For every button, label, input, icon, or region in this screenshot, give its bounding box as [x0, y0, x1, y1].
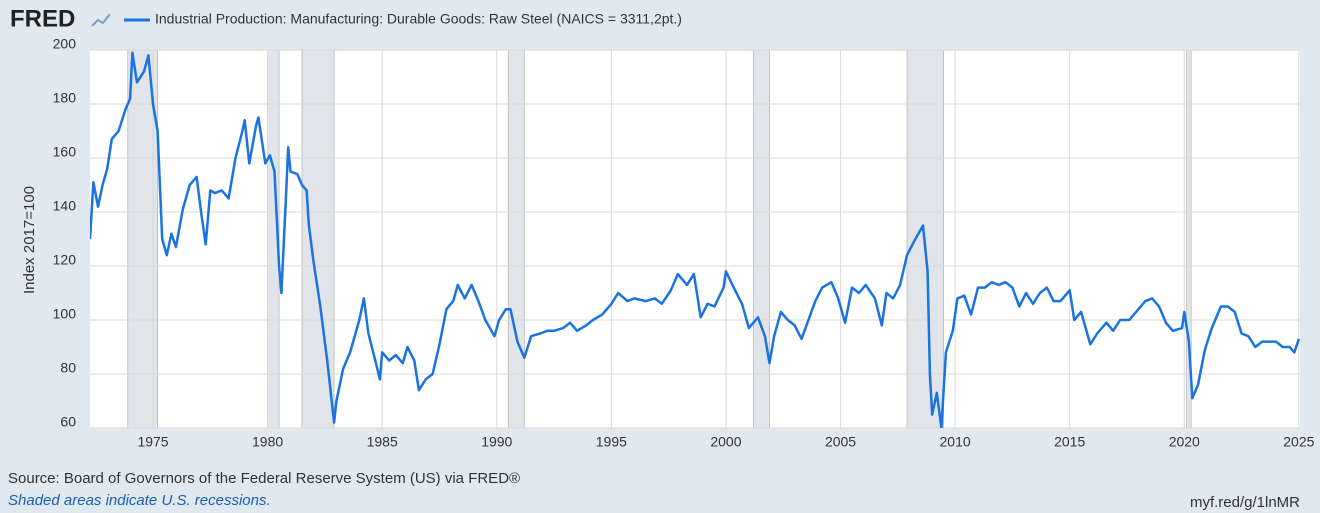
- x-tick-label: 2020: [1169, 434, 1200, 450]
- x-tick-label: 2015: [1054, 434, 1085, 450]
- recession-band: [753, 50, 770, 428]
- legend-label: Industrial Production: Manufacturing: Du…: [155, 11, 682, 27]
- y-axis-label: Index 2017=100: [21, 186, 38, 294]
- y-tick-label: 160: [53, 144, 77, 160]
- x-tick-label: 1975: [137, 434, 168, 450]
- logo: FRED: [10, 5, 75, 32]
- x-tick-label: 2025: [1283, 434, 1314, 450]
- recession-band: [1186, 50, 1192, 428]
- y-tick-label: 200: [53, 36, 77, 52]
- x-tick-label: 1995: [596, 434, 627, 450]
- x-tick-label: 1990: [481, 434, 512, 450]
- source: Source: Board of Governors of the Federa…: [8, 470, 520, 487]
- y-tick-label: 180: [53, 90, 77, 106]
- y-tick-label: 60: [60, 414, 76, 430]
- x-tick-label: 1980: [252, 434, 283, 450]
- y-tick-label: 140: [53, 198, 77, 214]
- y-tick-label: 100: [53, 306, 77, 322]
- recession-band: [507, 50, 525, 428]
- x-tick-label: 2005: [825, 434, 856, 450]
- x-tick-label: 1985: [367, 434, 398, 450]
- url: myf.red/g/1lnMR: [1190, 494, 1300, 511]
- plot-area: [90, 50, 1300, 428]
- logo-icon: [91, 13, 111, 27]
- y-tick-label: 120: [53, 252, 77, 268]
- note: Shaded areas indicate U.S. recessions.: [8, 492, 271, 509]
- x-tick-label: 2000: [710, 434, 741, 450]
- y-tick-label: 80: [60, 360, 76, 376]
- data-line: [90, 51, 1300, 428]
- x-tick-label: 2010: [940, 434, 971, 450]
